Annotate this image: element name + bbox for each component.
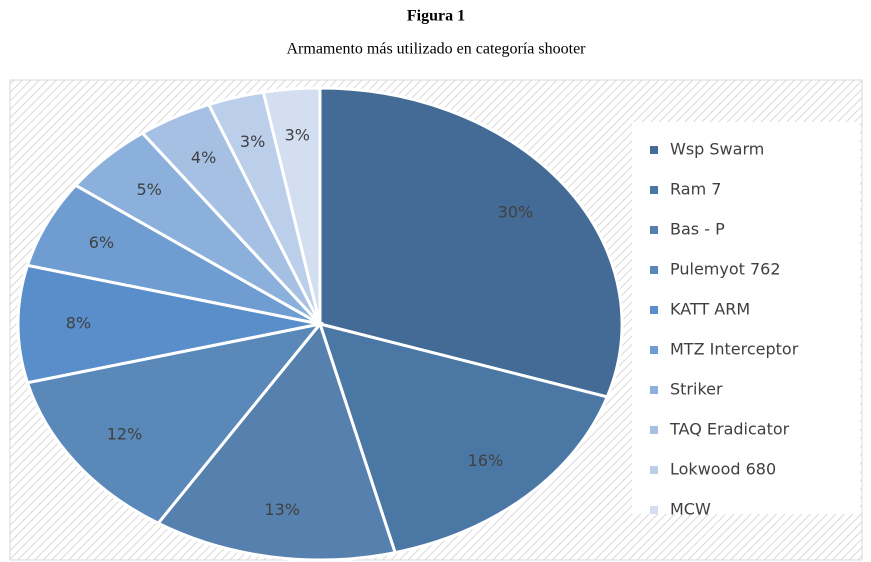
data-label: 3% — [285, 126, 310, 145]
legend-swatch — [650, 506, 658, 514]
data-label: 6% — [89, 233, 114, 252]
legend-swatch — [650, 146, 658, 154]
legend-label: Striker — [670, 380, 723, 399]
chart-subtitle: Armamento más utilizado en categoría sho… — [286, 41, 586, 58]
pie-slice — [155, 320, 398, 562]
legend-label: MCW — [670, 500, 711, 519]
data-label: 16% — [468, 451, 504, 470]
legend-label: TAQ Eradicator — [669, 420, 790, 439]
data-label: 3% — [240, 132, 265, 151]
legend-background — [632, 122, 860, 514]
legend-label: Pulemyot 762 — [670, 260, 781, 279]
chart-title: Figura 1 — [407, 8, 465, 25]
legend-swatch — [650, 226, 658, 234]
legend-swatch — [650, 306, 658, 314]
legend-swatch — [650, 386, 658, 394]
legend-swatch — [650, 426, 658, 434]
data-label: 13% — [264, 500, 300, 519]
data-label: 4% — [191, 148, 216, 167]
pie-slice — [16, 263, 321, 385]
pie-slice — [317, 321, 610, 555]
data-label: 8% — [66, 314, 91, 333]
legend-label: KATT ARM — [670, 300, 750, 319]
legend-label: Lokwood 680 — [670, 460, 776, 479]
legend-label: Wsp Swarm — [670, 140, 764, 159]
legend-label: Bas - P — [670, 220, 725, 239]
data-label: 12% — [107, 424, 143, 443]
legend-swatch — [650, 346, 658, 354]
data-label: 30% — [498, 203, 534, 222]
pie-slice — [25, 321, 324, 526]
pie-slice — [261, 86, 322, 325]
legend-swatch — [650, 466, 658, 474]
legend-swatch — [650, 186, 658, 194]
legend-label: Ram 7 — [670, 180, 721, 199]
pie-slice — [318, 86, 624, 399]
data-label: 5% — [136, 180, 161, 199]
legend-label: MTZ Interceptor — [670, 340, 799, 359]
legend-swatch — [650, 266, 658, 274]
